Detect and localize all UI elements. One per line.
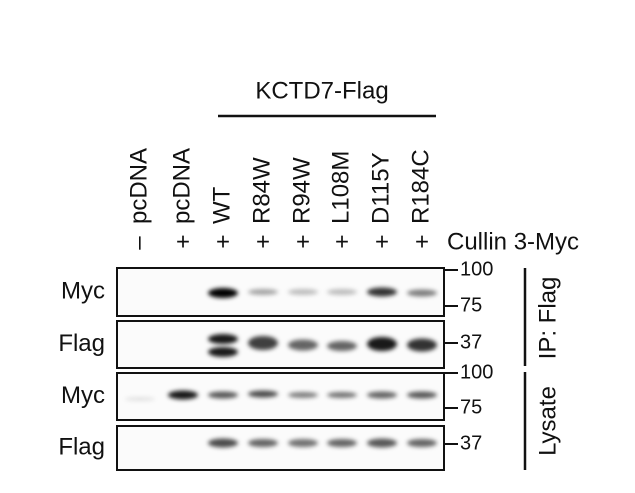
band	[248, 289, 278, 295]
lane-label: R94W	[288, 157, 315, 224]
blots: Myc 100 75 Flag 37 Myc 100 75 Flag 37	[58, 258, 493, 471]
band	[367, 438, 397, 448]
band	[288, 339, 318, 351]
band	[125, 397, 155, 401]
lane-label: R184C	[407, 149, 434, 224]
section-label: Lysate	[534, 386, 561, 456]
marker-label: 37	[460, 432, 482, 454]
row-label: Myc	[61, 277, 105, 304]
band	[248, 390, 278, 398]
lane-sign: –	[128, 236, 155, 250]
marker-label: 75	[460, 396, 482, 418]
lane-label: R84W	[248, 157, 275, 224]
row-label: Myc	[61, 382, 105, 409]
band	[367, 287, 397, 297]
lane-label: L108M	[327, 151, 354, 224]
band	[288, 392, 318, 398]
band	[208, 438, 238, 448]
band	[288, 439, 318, 447]
lane-sign: +	[256, 228, 270, 255]
band	[327, 289, 357, 295]
lane-label: WT	[208, 186, 235, 224]
band	[208, 334, 238, 344]
band	[327, 439, 357, 447]
header-title: KCTD7-Flag	[255, 77, 388, 104]
band	[248, 336, 278, 350]
band	[327, 341, 357, 351]
band	[208, 347, 238, 357]
band	[208, 391, 238, 399]
band	[288, 289, 318, 295]
lane-label: D115Y	[367, 152, 394, 224]
band	[407, 391, 437, 399]
lane-sign: +	[335, 228, 349, 255]
band	[407, 338, 437, 352]
band	[327, 392, 357, 398]
section-label: IP: Flag	[534, 277, 561, 360]
marker-label: 37	[460, 331, 482, 353]
band	[367, 391, 397, 399]
band	[407, 289, 437, 297]
lane-sign: +	[415, 228, 429, 255]
lane-sign: +	[216, 228, 230, 255]
band	[407, 439, 437, 447]
marker-label: 100	[460, 258, 493, 280]
band	[248, 439, 278, 447]
band	[367, 337, 397, 351]
blot-panel	[116, 425, 445, 471]
marker-label: 100	[460, 361, 493, 383]
lane-sign: +	[375, 228, 389, 255]
cullin-label: Cullin 3-Myc	[447, 228, 579, 255]
lane-sign: +	[176, 228, 190, 255]
row-label: Flag	[58, 433, 105, 460]
lane-label: pcDNA	[125, 148, 152, 224]
lane-label: pcDNA	[168, 148, 195, 224]
lane-sign: +	[296, 228, 310, 255]
marker-label: 75	[460, 294, 482, 316]
row-label: Flag	[58, 330, 105, 357]
band	[208, 288, 238, 298]
band	[168, 390, 198, 400]
